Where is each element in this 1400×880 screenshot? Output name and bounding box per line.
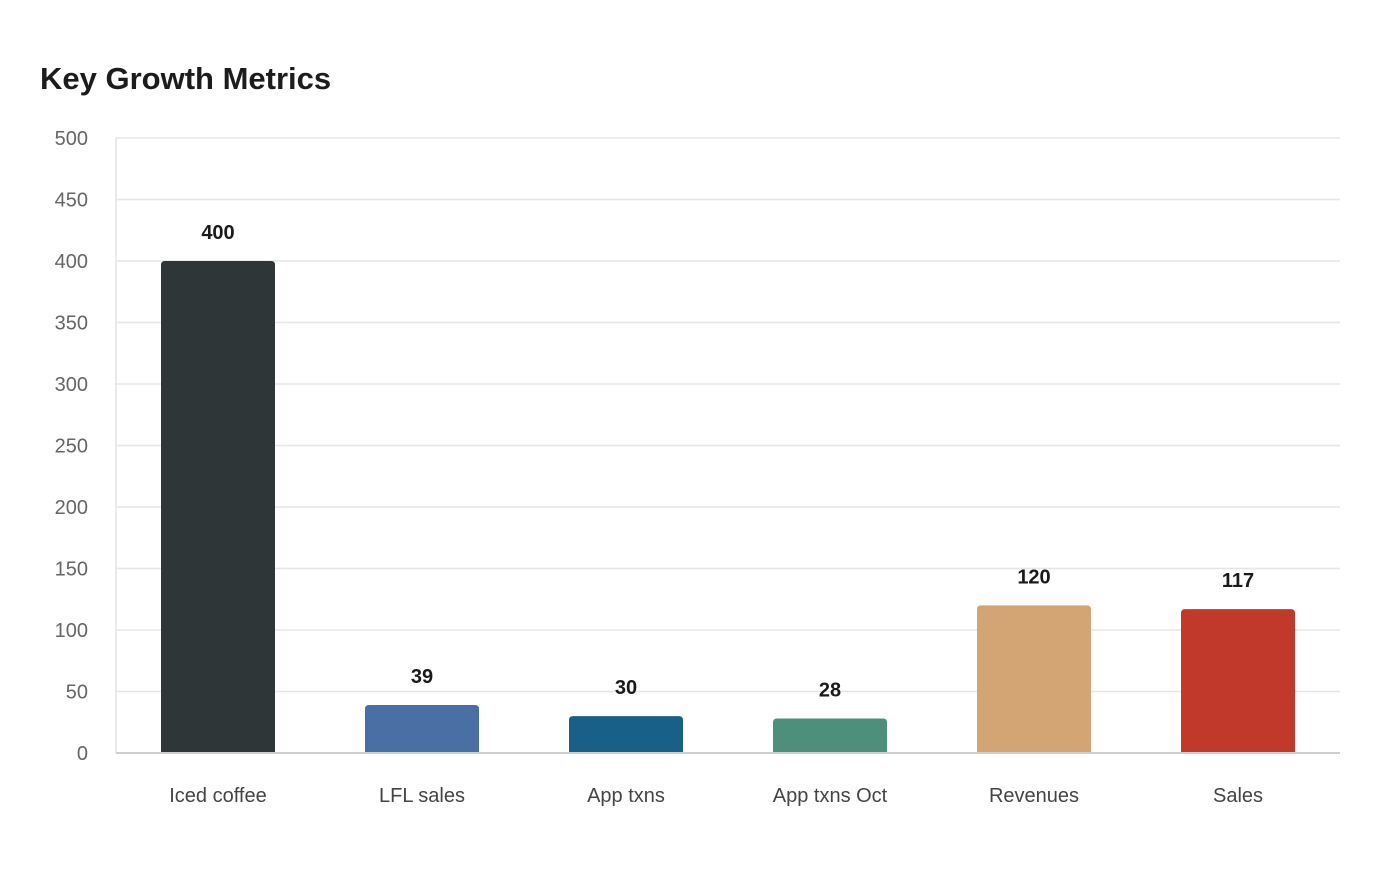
bar xyxy=(773,718,887,753)
bar xyxy=(569,716,683,753)
bar xyxy=(977,605,1091,753)
axes xyxy=(115,138,1340,754)
gridlines xyxy=(116,137,1340,693)
bar-value-label: 120 xyxy=(1017,566,1050,588)
y-tick-label: 500 xyxy=(55,128,88,150)
y-tick-label: 150 xyxy=(55,559,88,581)
bar xyxy=(161,261,275,753)
x-category-label: App txns xyxy=(587,785,665,807)
y-tick-label: 300 xyxy=(55,374,88,396)
bar-value-label: 30 xyxy=(615,677,637,699)
bar-value-label: 117 xyxy=(1222,570,1254,592)
y-tick-label: 50 xyxy=(66,682,88,704)
bar-value-label: 28 xyxy=(819,680,841,702)
y-tick-label: 200 xyxy=(55,497,88,519)
bar-value-label: 400 xyxy=(201,222,234,244)
x-category-label: LFL sales xyxy=(379,785,465,807)
y-axis-ticks: 0 50 100 150 200 250 300 350 400 450 500 xyxy=(55,128,88,765)
data-labels: 400 39 30 28 120 117 xyxy=(201,222,1254,702)
bars xyxy=(161,261,1295,753)
y-tick-label: 450 xyxy=(55,190,88,212)
x-category-label: App txns Oct xyxy=(773,785,888,807)
y-tick-label: 100 xyxy=(55,620,88,642)
y-tick-label: 250 xyxy=(55,436,88,458)
bar xyxy=(365,705,479,753)
bar xyxy=(1181,609,1295,753)
chart-title: Key Growth Metrics xyxy=(40,61,332,96)
y-tick-label: 400 xyxy=(55,251,88,273)
x-category-label: Sales xyxy=(1213,785,1263,807)
x-category-label: Iced coffee xyxy=(169,785,266,807)
y-tick-label: 0 xyxy=(77,743,88,765)
y-tick-label: 350 xyxy=(55,313,88,335)
x-axis-categories: Iced coffee LFL sales App txns App txns Oct… xyxy=(169,785,1263,807)
bar-value-label: 39 xyxy=(411,666,433,688)
x-category-label: Revenues xyxy=(989,785,1079,807)
